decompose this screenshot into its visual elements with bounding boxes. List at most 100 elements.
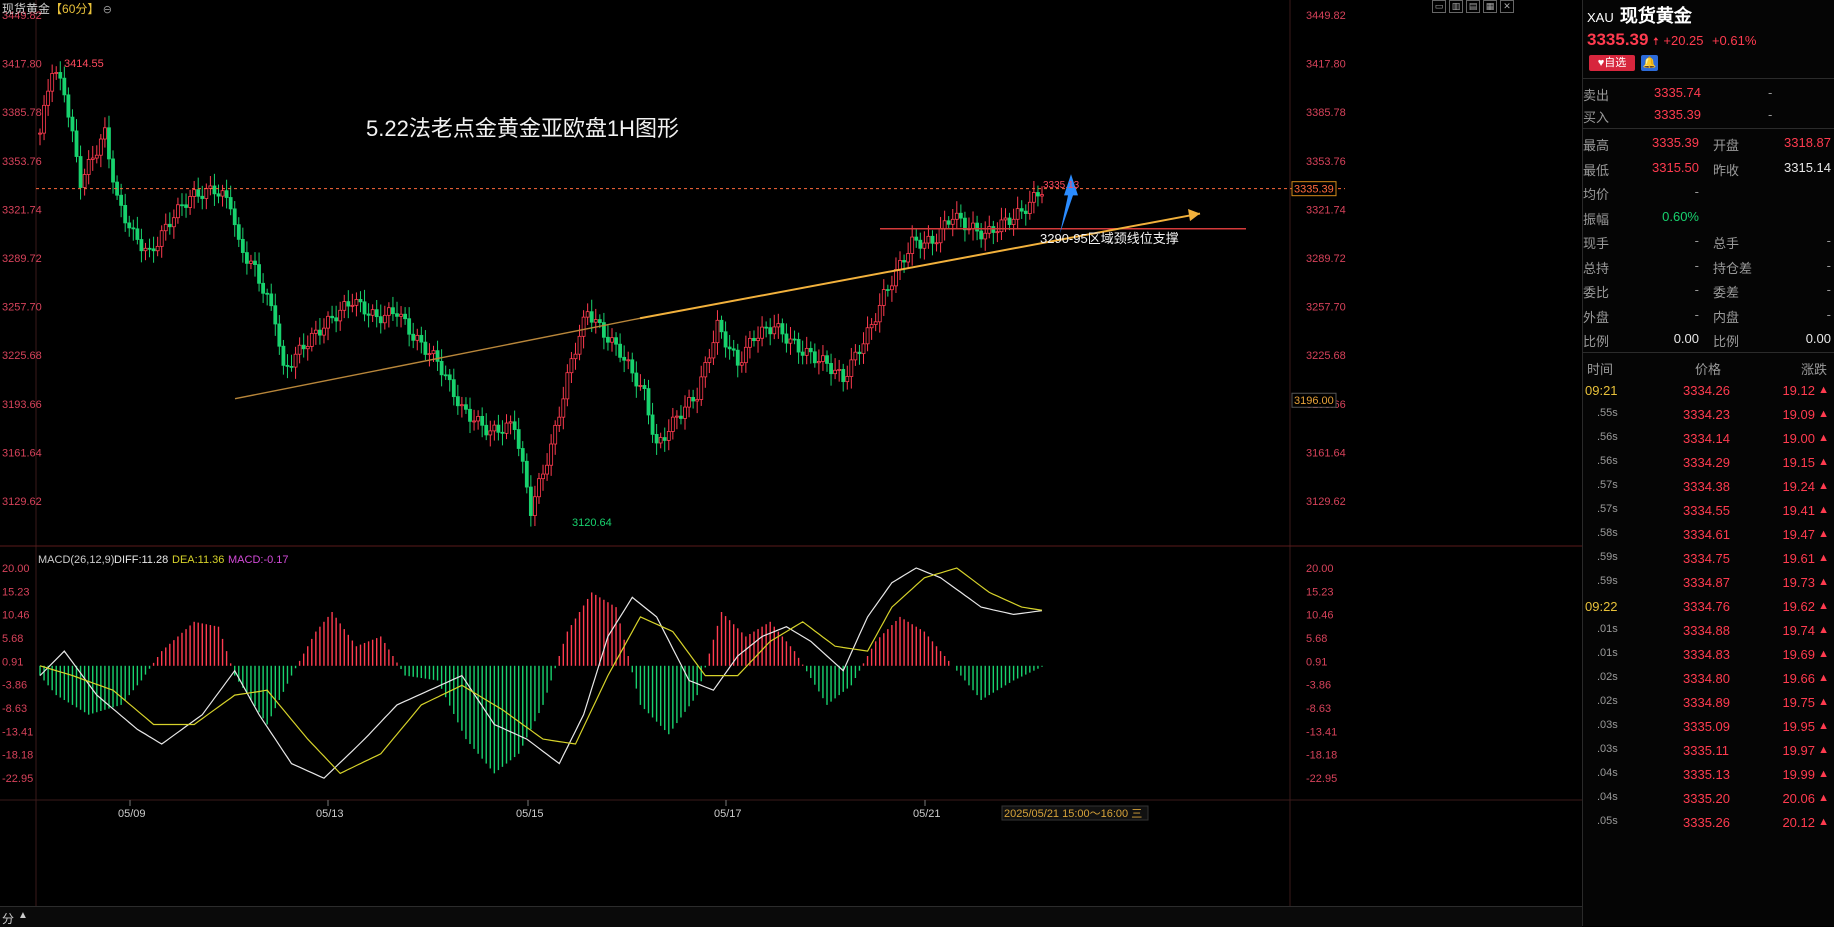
bottom-period-label[interactable]: 分 (2, 912, 15, 926)
candle-body (171, 217, 176, 228)
candle-body (216, 193, 221, 197)
candle-body (504, 422, 509, 434)
macd-tick-left: -8.63 (2, 703, 27, 715)
candle-body (816, 361, 821, 364)
tick-change: 19.09 (1782, 407, 1815, 422)
candle-body (135, 228, 140, 240)
candle-body (139, 239, 144, 252)
trendline-arrowhead (1188, 209, 1200, 222)
x-tick-label: 05/17 (714, 808, 742, 820)
macd-tick-right: 20.00 (1306, 563, 1334, 575)
candle-body (865, 327, 870, 345)
chart-canvas[interactable]: 3449.82 3417.80 3385.78 3353.76 3321.74 3289.… (0, 0, 1582, 926)
candle-body (853, 351, 858, 361)
candle-body (188, 196, 192, 208)
candle-body (257, 264, 261, 284)
candle-body (354, 299, 359, 306)
circle-minus-icon[interactable]: ⊖ (102, 4, 112, 16)
candle-body (926, 235, 931, 244)
tick-price: 3334.38 (1683, 479, 1730, 494)
candle-body (837, 369, 842, 371)
candle-body (374, 309, 379, 318)
grid-icon[interactable]: ▥ (1449, 0, 1463, 13)
candle-body (236, 224, 241, 240)
tick-price: 3335.11 (1683, 743, 1730, 758)
candle-body (524, 460, 529, 488)
y-tick-right: 3257.70 (1306, 302, 1346, 314)
high-price-label: 3414.55 (64, 58, 104, 70)
compare-icon[interactable]: ▦ (1483, 0, 1497, 13)
stat-value: - (1694, 184, 1699, 199)
low-price-label: 3120.64 (572, 517, 612, 529)
expand-up-icon[interactable]: ▲ (18, 910, 28, 921)
candle-body (90, 157, 95, 160)
macd-tick-right: 10.46 (1306, 610, 1334, 622)
tick-row: .57s 3334.55 19.41 ▲ (1583, 499, 1834, 523)
candle-body (565, 372, 570, 400)
candle-body (743, 346, 748, 364)
layout-icon[interactable]: ▭ (1432, 0, 1446, 13)
up-arrow-icon: ▲ (1818, 600, 1829, 612)
candle-body (484, 424, 489, 436)
close-icon[interactable]: ✕ (1500, 0, 1514, 13)
candle-body (861, 343, 866, 355)
candle-body (593, 319, 598, 323)
candle-body (476, 415, 481, 422)
stat-value: 0.60% (1662, 208, 1699, 224)
y-tick-right: 3225.68 (1306, 350, 1346, 362)
stat-value-2: 3315.14 (1784, 159, 1831, 175)
candle-body (885, 289, 890, 291)
candle-body (382, 314, 387, 324)
stat-label: 最高 (1583, 138, 1610, 153)
candle-body (74, 130, 79, 157)
candle-body (954, 212, 959, 220)
candle-body (439, 360, 444, 376)
candle-body (699, 376, 704, 400)
candle-body (975, 222, 979, 232)
marked-price-tag-box (1291, 392, 1337, 408)
period-label[interactable]: 【60分】 (50, 2, 100, 16)
candle-body (622, 356, 627, 361)
tick-change: 19.15 (1782, 455, 1815, 470)
tick-price: 3334.55 (1683, 503, 1730, 518)
candle-body (285, 364, 290, 367)
macd-tick-left: -18.18 (2, 750, 33, 762)
macd-diff-label: DIFF:11.28 (114, 554, 168, 566)
tick-row: 09:22 3334.76 19.62 ▲ (1583, 595, 1834, 619)
stat-label-2: 委差 (1713, 285, 1740, 300)
candle-body (991, 226, 996, 233)
candle-body (922, 242, 927, 249)
candle-body (224, 190, 229, 198)
candle-body (86, 159, 91, 175)
candle-body (756, 337, 760, 342)
macd-tick-left: 15.23 (2, 586, 30, 598)
candle-body (614, 337, 618, 345)
split-icon[interactable]: ▤ (1466, 0, 1480, 13)
candle-body (423, 341, 428, 355)
tick-row: .03s 3335.09 19.95 ▲ (1583, 715, 1834, 739)
macd-tick-right: -13.41 (1306, 726, 1337, 738)
candle-body (999, 219, 1004, 233)
candle-body (873, 321, 878, 325)
quote-panel: XAU 现货黄金 3335.39 🠅 +20.25 +0.61% ♥自选 🔔 卖… (1582, 0, 1834, 926)
macd-tick-left: 5.68 (2, 633, 23, 645)
candle-body (674, 415, 679, 418)
candle-body (228, 197, 233, 210)
fav-button[interactable]: ♥自选 (1589, 55, 1635, 71)
candle-body (577, 335, 582, 355)
tick-time: .55s (1597, 407, 1618, 419)
stat-label: 委比 (1583, 285, 1610, 300)
y-tick-left: 3289.72 (2, 253, 42, 265)
candle-body (597, 319, 602, 324)
alert-bell-button[interactable]: 🔔 (1641, 55, 1658, 71)
candle-body (119, 194, 124, 206)
candle-body (301, 344, 306, 350)
candle-body (447, 374, 452, 381)
tick-price: 3335.13 (1683, 767, 1730, 782)
macd-tick-left: -22.95 (2, 773, 33, 785)
candle-body (265, 292, 270, 295)
fav-button-label: 自选 (1604, 57, 1627, 69)
tick-row: .05s 3335.26 20.12 ▲ (1583, 811, 1834, 835)
current-price: 3335.39 (1587, 30, 1649, 49)
tick-change: 19.74 (1782, 623, 1815, 638)
